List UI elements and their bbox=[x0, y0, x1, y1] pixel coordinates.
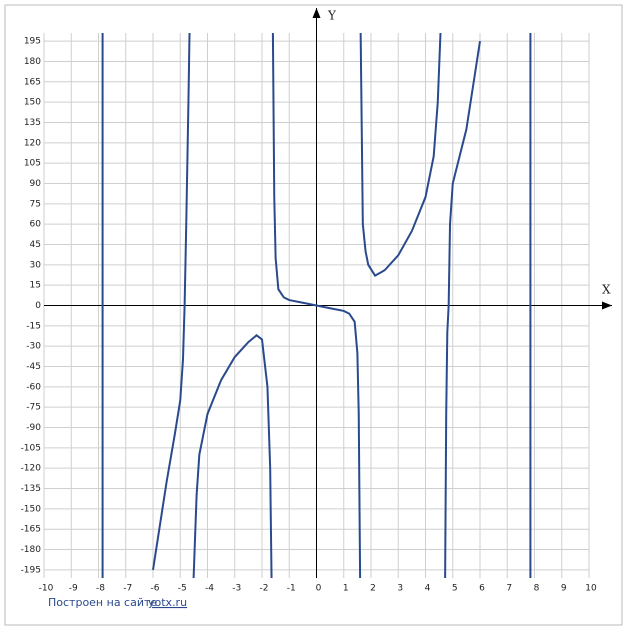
footer-text: Построен на сайте bbox=[48, 596, 157, 609]
y-tick-label: -180 bbox=[21, 545, 42, 555]
y-tick-label: 165 bbox=[24, 77, 41, 87]
y-tick-label: 60 bbox=[30, 220, 42, 230]
y-tick-label: 0 bbox=[35, 301, 41, 311]
x-tick-label: 5 bbox=[452, 584, 458, 594]
x-tick-label: -9 bbox=[69, 584, 78, 594]
x-tick-label: 7 bbox=[506, 584, 512, 594]
frame bbox=[4, 4, 623, 626]
y-tick-label: -195 bbox=[21, 565, 41, 575]
y-tick-label: -165 bbox=[21, 525, 41, 535]
y-tick-label: 195 bbox=[24, 37, 41, 47]
y-axis-label: Y bbox=[327, 9, 337, 23]
x-tick-label: -2 bbox=[260, 584, 269, 594]
y-tick-label: -150 bbox=[21, 504, 42, 514]
y-tick-label: -45 bbox=[26, 362, 41, 372]
x-tick-label: 0 bbox=[316, 584, 322, 594]
x-tick-label: -8 bbox=[96, 584, 105, 594]
y-tick-label: -15 bbox=[26, 321, 41, 331]
y-tick-label: -75 bbox=[26, 403, 41, 413]
y-tick-label: 135 bbox=[24, 118, 41, 128]
y-tick-label: -105 bbox=[21, 443, 41, 453]
y-tick-label: 180 bbox=[24, 57, 41, 67]
y-tick-label: -90 bbox=[26, 423, 41, 433]
y-tick-label: 75 bbox=[30, 199, 41, 209]
y-tick-label: 15 bbox=[30, 281, 41, 291]
axes bbox=[44, 8, 612, 578]
x-tick-label: 2 bbox=[370, 584, 376, 594]
x-tick-label: -5 bbox=[178, 584, 187, 594]
x-axis-label: X bbox=[602, 283, 611, 297]
x-tick-label: 1 bbox=[343, 584, 349, 594]
x-tick-label: -6 bbox=[151, 584, 160, 594]
x-tick-label: 8 bbox=[534, 584, 540, 594]
y-tick-label: 90 bbox=[30, 179, 42, 189]
y-tick-label: -30 bbox=[26, 342, 41, 352]
y-tick-label: -120 bbox=[21, 464, 42, 474]
function-curve bbox=[101, 33, 532, 578]
y-tick-label: 120 bbox=[24, 138, 41, 148]
x-tick-label: 3 bbox=[397, 584, 403, 594]
y-tick-label: 105 bbox=[24, 159, 41, 169]
x-tick-label: 6 bbox=[479, 584, 485, 594]
x-tick-label: 4 bbox=[425, 584, 431, 594]
y-tick-label: 150 bbox=[24, 98, 41, 108]
x-tick-label: -4 bbox=[205, 584, 214, 594]
x-tick-label: 10 bbox=[585, 584, 597, 594]
y-tick-label: 45 bbox=[30, 240, 41, 250]
footer-link[interactable]: yotx.ru bbox=[148, 596, 187, 609]
y-axis-arrow bbox=[312, 8, 321, 18]
y-tick-label: -60 bbox=[26, 382, 41, 392]
x-tick-label: 9 bbox=[561, 584, 567, 594]
x-tick-label: -10 bbox=[39, 584, 54, 594]
x-tick-label: -1 bbox=[287, 584, 296, 594]
x-tick-label: -7 bbox=[123, 584, 132, 594]
x-axis-arrow bbox=[602, 301, 612, 310]
y-tick-label: 30 bbox=[30, 260, 42, 270]
y-tick-label: -135 bbox=[21, 484, 41, 494]
x-tick-label: -3 bbox=[232, 584, 241, 594]
